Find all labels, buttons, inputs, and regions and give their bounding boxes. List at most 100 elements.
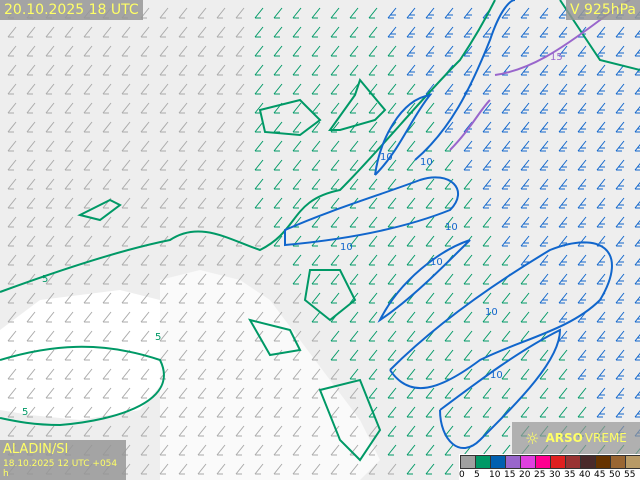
- legend-swatch: [520, 455, 536, 469]
- wind-barb: [330, 254, 340, 266]
- wind-barb: [330, 45, 340, 57]
- wind-barb: [501, 26, 511, 38]
- wind-barb: [7, 140, 17, 152]
- wind-barb: [7, 368, 17, 380]
- wind-barb: [254, 216, 264, 228]
- wind-barb: [311, 45, 321, 57]
- wind-barb: [83, 406, 93, 418]
- wind-barb: [368, 7, 378, 19]
- wind-barb: [349, 235, 359, 247]
- wind-barb: [83, 178, 93, 190]
- wind-barb: [64, 26, 74, 38]
- wind-barb: [577, 216, 587, 228]
- wind-barb: [26, 216, 36, 228]
- contour-label: 15: [550, 52, 563, 63]
- wind-barb: [235, 368, 245, 380]
- wind-barb: [349, 463, 359, 475]
- wind-barb: [273, 311, 283, 323]
- wind-barb: [330, 197, 340, 209]
- legend-swatch: [490, 455, 506, 469]
- wind-barb: [368, 292, 378, 304]
- wind-barb: [349, 216, 359, 228]
- wind-barb: [368, 311, 378, 323]
- wind-barb: [102, 330, 112, 342]
- wind-barb: [501, 349, 511, 361]
- contour-label: 10: [485, 307, 498, 318]
- wind-barb: [159, 292, 169, 304]
- wind-barb: [254, 406, 264, 418]
- wind-barb: [349, 254, 359, 266]
- wind-barb: [235, 178, 245, 190]
- wind-barb: [615, 406, 625, 418]
- wind-barb: [577, 140, 587, 152]
- wind-barb: [311, 178, 321, 190]
- wind-barb: [330, 368, 340, 380]
- contour-label: 5: [22, 407, 28, 418]
- wind-barb: [178, 254, 188, 266]
- wind-barb: [121, 387, 131, 399]
- wind-barb: [102, 216, 112, 228]
- wind-barb: [140, 311, 150, 323]
- wind-barb: [349, 425, 359, 437]
- wind-barb: [577, 349, 587, 361]
- wind-barb: [140, 64, 150, 76]
- wind-barb: [254, 140, 264, 152]
- wind-barb: [463, 254, 473, 266]
- wind-barb: [178, 292, 188, 304]
- wind-barb: [45, 159, 55, 171]
- wind-barb: [349, 159, 359, 171]
- wind-barb: [368, 121, 378, 133]
- wind-barb: [482, 102, 492, 114]
- wind-barb: [406, 83, 416, 95]
- wind-barb: [197, 197, 207, 209]
- wind-barb: [463, 216, 473, 228]
- contour-5: [303, 269, 357, 322]
- wind-barb: [216, 121, 226, 133]
- wind-barb: [387, 330, 397, 342]
- wind-barb: [102, 387, 112, 399]
- wind-barb: [539, 254, 549, 266]
- wind-barb: [330, 216, 340, 228]
- wind-barb: [463, 45, 473, 57]
- wind-barb: [501, 140, 511, 152]
- wind-barb: [634, 390, 640, 399]
- wind-barb: [178, 368, 188, 380]
- wind-barb: [292, 83, 302, 95]
- wind-barb: [197, 292, 207, 304]
- wind-barb: [216, 102, 226, 114]
- wind-barb: [615, 45, 625, 57]
- wind-barb: [558, 102, 568, 114]
- wind-barb: [482, 292, 492, 304]
- wind-barb: [121, 121, 131, 133]
- wind-barb: [520, 121, 530, 133]
- wind-barb: [64, 273, 74, 285]
- wind-barb: [197, 406, 207, 418]
- wind-barb: [501, 368, 511, 380]
- wind-barb: [140, 26, 150, 38]
- wind-barb: [178, 140, 188, 152]
- wind-barb: [235, 45, 245, 57]
- wind-barb: [520, 26, 530, 38]
- wind-barb: [45, 254, 55, 266]
- wind-barb: [330, 444, 340, 456]
- wind-barb: [121, 311, 131, 323]
- wind-barb: [406, 140, 416, 152]
- wind-barb: [26, 102, 36, 114]
- wind-barb: [216, 463, 226, 475]
- wind-barb: [235, 140, 245, 152]
- wind-barb: [159, 216, 169, 228]
- wind-barb: [292, 254, 302, 266]
- wind-barb: [634, 143, 640, 152]
- wind-barb: [425, 463, 435, 475]
- wind-barb: [273, 349, 283, 361]
- wind-barb: [140, 197, 150, 209]
- wind-barb: [634, 295, 640, 304]
- wind-barb: [159, 83, 169, 95]
- contour-label: 10: [430, 257, 443, 268]
- wind-barb: [520, 406, 530, 418]
- wind-barb: [273, 140, 283, 152]
- wind-barb: [558, 178, 568, 190]
- wind-barb: [102, 64, 112, 76]
- wind-barb: [520, 45, 530, 57]
- wind-barb: [387, 102, 397, 114]
